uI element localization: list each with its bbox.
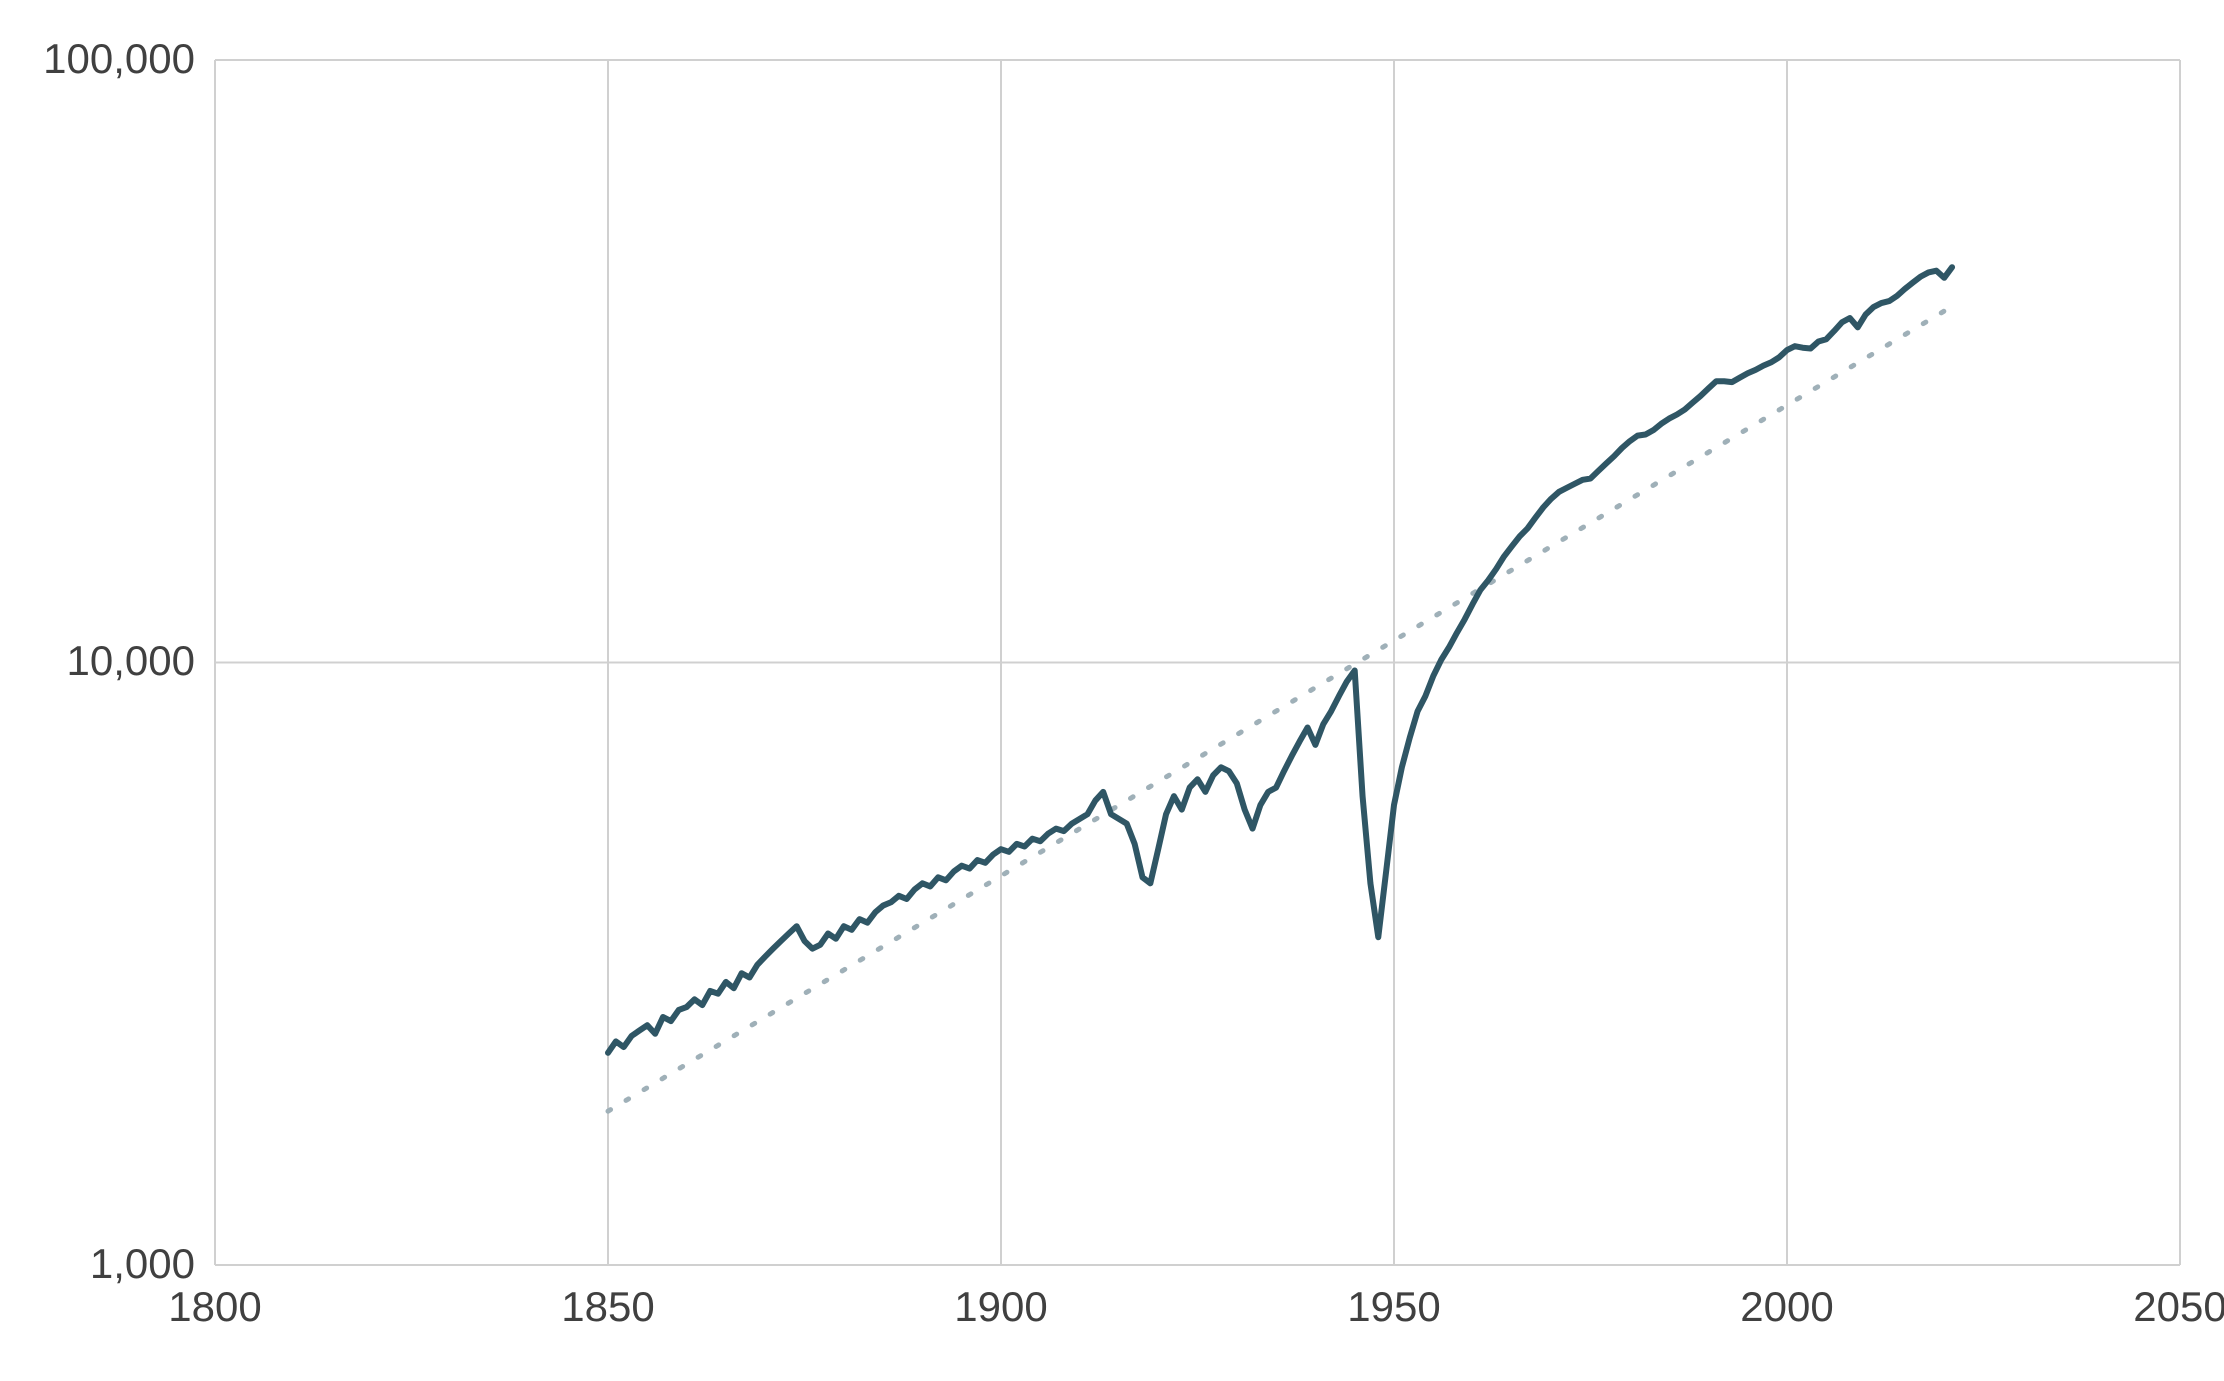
y-tick-label: 1,000 [90,1240,195,1288]
x-tick-label: 2000 [1727,1283,1847,1331]
x-tick-label: 2050 [2120,1283,2224,1331]
x-tick-label: 1900 [941,1283,1061,1331]
series-actual [608,267,1952,1053]
line-chart [0,0,2224,1376]
x-tick-label: 1800 [155,1283,275,1331]
y-tick-label: 10,000 [67,637,195,685]
y-tick-label: 100,000 [43,35,195,83]
chart-container: 1,000 10,000 100,000 1800 1850 1900 1950 2000 20… [0,0,2224,1376]
x-tick-label: 1950 [1334,1283,1454,1331]
series-trend [608,306,1952,1111]
x-tick-label: 1850 [548,1283,668,1331]
